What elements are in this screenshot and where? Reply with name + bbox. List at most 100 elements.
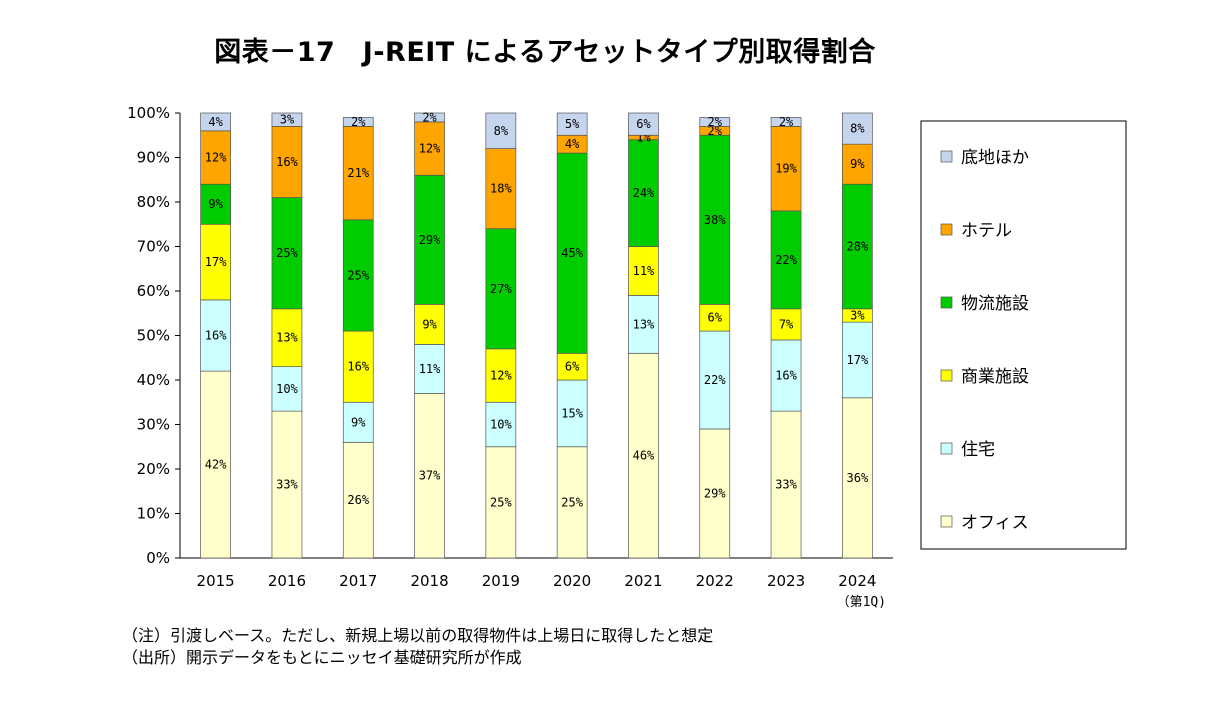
bar-segment — [556, 112, 588, 136]
bar-segment — [414, 112, 445, 123]
bar-segment — [699, 330, 731, 430]
legend-swatch — [940, 369, 953, 382]
data-label: 17% — [205, 255, 227, 269]
data-label: 8% — [494, 124, 509, 138]
y-tick-label: 30% — [137, 416, 170, 434]
data-label: 16% — [775, 369, 797, 383]
bar-segment — [628, 352, 659, 559]
y-tick-label: 0% — [146, 549, 170, 567]
data-label: 9% — [351, 415, 366, 429]
data-label: 2% — [351, 115, 366, 129]
x-tick-label: 2020 — [553, 572, 591, 590]
bar-segment — [342, 330, 374, 403]
bar-segment — [699, 428, 731, 559]
data-label: 15% — [561, 406, 583, 420]
data-label: 33% — [775, 478, 797, 492]
data-label: 3% — [850, 308, 865, 322]
bar-segment — [485, 148, 517, 230]
plot-area: 0% 10% 20% 30% 40% 50% 60% 70% 80% 90% 100% 42% 16% 1… — [127, 104, 893, 610]
data-label: 33% — [276, 478, 298, 492]
x-tick-sublabel: （第1Q) — [837, 595, 886, 610]
data-label: 22% — [704, 373, 726, 387]
data-label: 18% — [490, 182, 512, 196]
y-tick-label: 20% — [137, 460, 170, 478]
legend-label: オフィス — [961, 513, 1029, 533]
bar-segment — [628, 139, 659, 247]
bar-segment — [485, 228, 517, 350]
data-label: 25% — [561, 495, 583, 509]
data-label: 7% — [779, 317, 794, 331]
data-label: 27% — [490, 282, 512, 296]
data-label: 12% — [419, 142, 441, 156]
legend-label: 物流施設 — [961, 294, 1029, 314]
data-label: 17% — [847, 353, 869, 367]
bar-segment — [628, 246, 659, 296]
data-label: 11% — [419, 362, 441, 376]
data-label: 26% — [347, 493, 369, 507]
bar-segment — [770, 410, 802, 559]
data-label: 42% — [205, 458, 227, 472]
data-label: 9% — [850, 157, 865, 171]
data-label: 2% — [422, 110, 437, 124]
legend-swatch — [940, 296, 953, 309]
bar-segment — [841, 183, 873, 310]
bar-segment — [271, 125, 303, 198]
bar-segment — [556, 352, 588, 381]
bar-segment — [414, 304, 445, 345]
legend-swatch — [940, 150, 953, 163]
bar-segment — [200, 112, 231, 132]
data-label: 37% — [419, 469, 441, 483]
bar-segment — [271, 112, 303, 127]
bar-segment — [200, 299, 231, 372]
legend-swatch — [940, 442, 953, 455]
data-label: 16% — [347, 360, 369, 374]
bar-segment — [414, 174, 445, 305]
bar-segment — [414, 344, 445, 394]
x-tick-label: 2023 — [767, 572, 805, 590]
x-tick-label: 2024 — [838, 572, 876, 590]
bar-segment — [342, 125, 374, 221]
legend-label: 商業施設 — [961, 367, 1029, 387]
data-label: 22% — [775, 253, 797, 267]
bar-segment — [556, 152, 588, 354]
bar-segment — [770, 339, 802, 412]
y-tick-label: 10% — [137, 505, 170, 523]
bar-segment — [200, 370, 231, 559]
bar-segment — [271, 308, 303, 367]
bar-segment — [200, 183, 231, 225]
data-label: 12% — [205, 151, 227, 165]
bar-segment — [414, 393, 445, 559]
source-caption: （出所）開示データをもとにニッセイ基礎研究所が作成 — [122, 648, 522, 667]
data-label: 6% — [708, 311, 723, 325]
data-label: 2% — [779, 115, 794, 129]
data-label: 2% — [708, 115, 723, 129]
data-label: 13% — [633, 317, 655, 331]
data-label: 9% — [208, 197, 223, 211]
legend-swatch — [940, 223, 953, 236]
data-label: 5% — [565, 117, 580, 131]
y-tick-label: 90% — [137, 149, 170, 167]
bar-segment — [628, 112, 659, 136]
bar-segment — [841, 321, 873, 399]
bar-segment — [271, 366, 303, 412]
data-label: 11% — [633, 264, 655, 278]
data-label: 4% — [208, 115, 223, 129]
data-label: 12% — [490, 369, 512, 383]
x-tick-label: 2022 — [696, 572, 734, 590]
x-tick-label: 2016 — [268, 572, 306, 590]
y-tick-label: 80% — [137, 193, 170, 211]
data-label: 38% — [704, 213, 726, 227]
bar-segment — [628, 295, 659, 354]
bar-segment — [342, 401, 374, 443]
legend-label: 住宅 — [961, 440, 995, 460]
bar-segment — [271, 410, 303, 559]
bar-segment — [770, 210, 802, 310]
data-label: 29% — [704, 486, 726, 500]
bar-segment — [200, 130, 231, 185]
data-label: 6% — [636, 117, 651, 131]
bar-segment — [485, 348, 517, 403]
data-label: 21% — [347, 166, 369, 180]
bar-segment — [342, 441, 374, 559]
